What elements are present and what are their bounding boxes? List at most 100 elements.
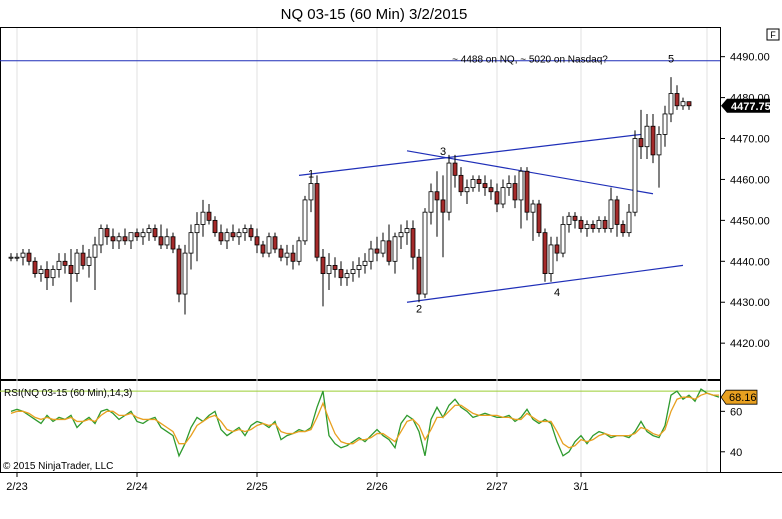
chart-title: NQ 03-15 (60 Min) 3/2/2015 — [281, 6, 468, 23]
candle — [188, 224, 194, 270]
candle — [32, 257, 38, 278]
candle — [632, 130, 638, 217]
candle — [614, 195, 620, 237]
candle — [560, 216, 566, 258]
candle — [254, 228, 260, 254]
candle — [386, 224, 392, 266]
copyright: © 2015 NinjaTrader, LLC — [3, 461, 113, 472]
candle — [542, 228, 548, 282]
candle — [14, 253, 20, 262]
candle — [92, 236, 98, 290]
rsi-axis: 40 60 68.16 — [720, 389, 758, 459]
candle — [434, 171, 440, 237]
candle — [602, 216, 608, 233]
candle — [296, 236, 302, 266]
candle — [554, 236, 560, 262]
time-axis: 2/23 2/24 2/25 2/26 2/27 3/1 — [6, 472, 589, 493]
y-tick-label: 4440.00 — [730, 256, 770, 268]
candle — [668, 77, 674, 123]
candle — [674, 85, 680, 110]
candle — [656, 126, 662, 188]
candle — [422, 208, 428, 299]
candle — [638, 109, 644, 159]
candle — [74, 249, 80, 282]
candle — [152, 224, 158, 241]
candle — [158, 224, 164, 250]
candle — [128, 232, 134, 250]
candle — [50, 265, 56, 286]
candle — [410, 220, 416, 270]
candle — [662, 105, 668, 147]
candle — [440, 175, 446, 258]
candle — [68, 249, 74, 303]
candle — [566, 212, 572, 233]
candle — [278, 244, 284, 262]
candle — [164, 228, 170, 250]
rsi-tick-label: 40 — [730, 447, 742, 459]
candle — [464, 179, 470, 204]
candle — [146, 224, 152, 241]
candle — [482, 175, 488, 196]
y-tick-label: 4450.00 — [730, 215, 770, 227]
candle — [590, 220, 596, 233]
candle — [44, 261, 50, 290]
candle — [428, 183, 434, 225]
rsi-current-value: 68.16 — [729, 392, 757, 404]
candle — [62, 253, 68, 274]
candle — [182, 244, 188, 315]
candle — [596, 216, 602, 233]
candle — [356, 257, 362, 278]
candle — [506, 175, 512, 196]
y-tick-label: 4430.00 — [730, 297, 770, 309]
candle — [644, 113, 650, 159]
candle — [104, 224, 110, 245]
candle — [518, 167, 524, 229]
candle — [680, 97, 686, 110]
candle — [134, 228, 140, 241]
candle — [212, 216, 218, 237]
candle — [626, 204, 632, 237]
candle — [206, 204, 212, 225]
candle — [572, 212, 578, 229]
price-tag-shape — [721, 98, 770, 113]
candle — [248, 224, 254, 241]
annotation-label: 4 — [554, 287, 560, 299]
candle — [524, 167, 530, 221]
candle — [338, 261, 344, 286]
annotation-label: ~ 4488 on NQ, ~ 5020 on Nasdaq? — [452, 55, 608, 66]
candle — [500, 179, 506, 209]
candle — [608, 187, 614, 233]
x-tick-label: 3/1 — [573, 481, 588, 493]
candle — [302, 195, 308, 245]
current-price-value: 4477.75 — [731, 101, 771, 113]
candle — [218, 224, 224, 245]
candle — [236, 228, 242, 245]
candle — [368, 240, 374, 270]
annotation-label: 5 — [668, 54, 674, 66]
x-tick-label: 2/23 — [6, 481, 27, 493]
trend-line — [406, 264, 684, 303]
annotations: 1 2 3 4 5 ~ 4488 on NQ, ~ 5020 on Nasdaq? — [308, 54, 674, 316]
x-tick-label: 2/26 — [366, 481, 387, 493]
candlesticks — [8, 77, 692, 315]
candle — [578, 216, 584, 233]
candle — [272, 232, 278, 254]
rsi-signal-line — [10, 392, 719, 449]
candle — [458, 167, 464, 196]
candle — [284, 244, 290, 266]
candle — [344, 269, 350, 286]
y-tick-label: 4490.00 — [730, 52, 770, 64]
rsi-line — [10, 388, 720, 458]
candle — [38, 265, 44, 282]
candle — [446, 154, 452, 221]
candle — [266, 232, 272, 258]
annotation-label: 2 — [416, 303, 422, 315]
candle — [320, 249, 326, 307]
close-chart-button[interactable]: F — [766, 28, 780, 41]
candle — [20, 249, 26, 266]
rsi-title: RSI(NQ 03-15 (60 Min),14,3) — [4, 388, 132, 399]
candle — [56, 253, 62, 278]
candle — [488, 179, 494, 200]
y-tick-label: 4460.00 — [730, 174, 770, 186]
